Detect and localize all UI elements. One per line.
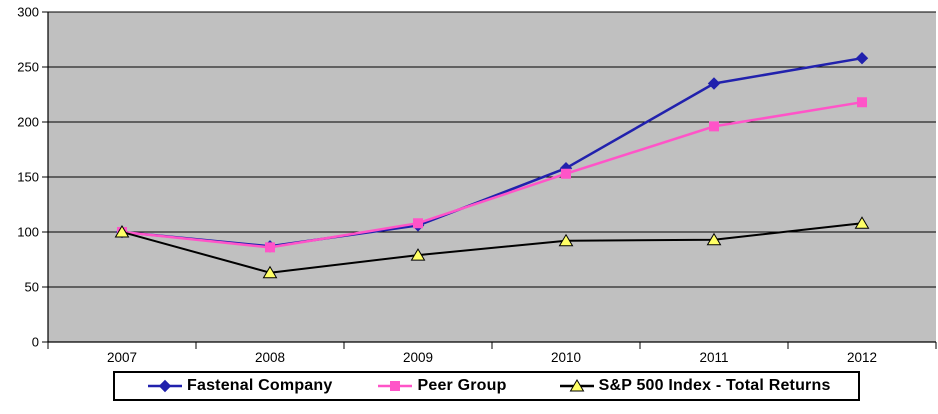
- y-tick-label: 300: [17, 5, 39, 20]
- legend-label-fastenal-company: Fastenal Company: [187, 377, 333, 394]
- fastenal-line-diamond-icon: [148, 379, 182, 393]
- data-point-marker: [709, 121, 719, 132]
- data-point-marker: [707, 77, 721, 90]
- y-tick-label: 150: [17, 170, 39, 185]
- peer-group-line-square-icon: [378, 379, 413, 393]
- y-tick-label: 0: [32, 335, 39, 350]
- sp500-line-triangle-icon: [559, 379, 594, 393]
- legend-label-sp500: S&P 500 Index - Total Returns: [598, 377, 831, 394]
- legend-item-peer-group: Peer Group: [378, 377, 506, 395]
- series-2: [114, 216, 870, 279]
- y-tick-label: 50: [25, 280, 39, 295]
- series-line: [121, 222, 863, 274]
- data-point-marker: [262, 265, 278, 279]
- data-point-marker: [857, 97, 867, 108]
- x-tick-label: 2011: [699, 350, 728, 365]
- data-point-marker: [265, 242, 275, 253]
- y-tick-label: 100: [17, 225, 39, 240]
- series-line: [121, 100, 863, 249]
- data-point-marker: [706, 232, 722, 246]
- y-axis-labels: 0 50 100 150 200 250 300: [17, 5, 39, 350]
- x-tick-label: 2008: [255, 350, 285, 365]
- chart-legend: Fastenal Company Peer Group S&P 500 Inde…: [113, 371, 860, 401]
- legend-item-sp500: S&P 500 Index - Total Returns: [559, 377, 831, 395]
- legend-item-fastenal-company: Fastenal Company: [148, 377, 332, 395]
- y-axis-ticks: [42, 11, 48, 343]
- x-tick-label: 2012: [847, 350, 877, 365]
- data-point-marker: [855, 51, 869, 65]
- data-point-marker: [410, 248, 426, 261]
- data-point-marker: [854, 216, 870, 229]
- data-point-marker: [114, 225, 130, 238]
- x-axis-ticks: [47, 342, 937, 349]
- data-point-marker: [413, 218, 423, 229]
- x-tick-label: 2010: [551, 350, 581, 365]
- x-axis-labels: 2007 2008 2009 2010 2011 2012: [107, 350, 877, 365]
- legend-label-peer-group: Peer Group: [417, 377, 507, 394]
- data-point-marker: [558, 233, 574, 247]
- y-tick-label: 250: [17, 60, 39, 75]
- data-point-marker: [561, 168, 571, 179]
- x-tick-label: 2009: [403, 350, 433, 365]
- y-tick-label: 200: [17, 115, 39, 130]
- x-tick-label: 2007: [107, 350, 137, 365]
